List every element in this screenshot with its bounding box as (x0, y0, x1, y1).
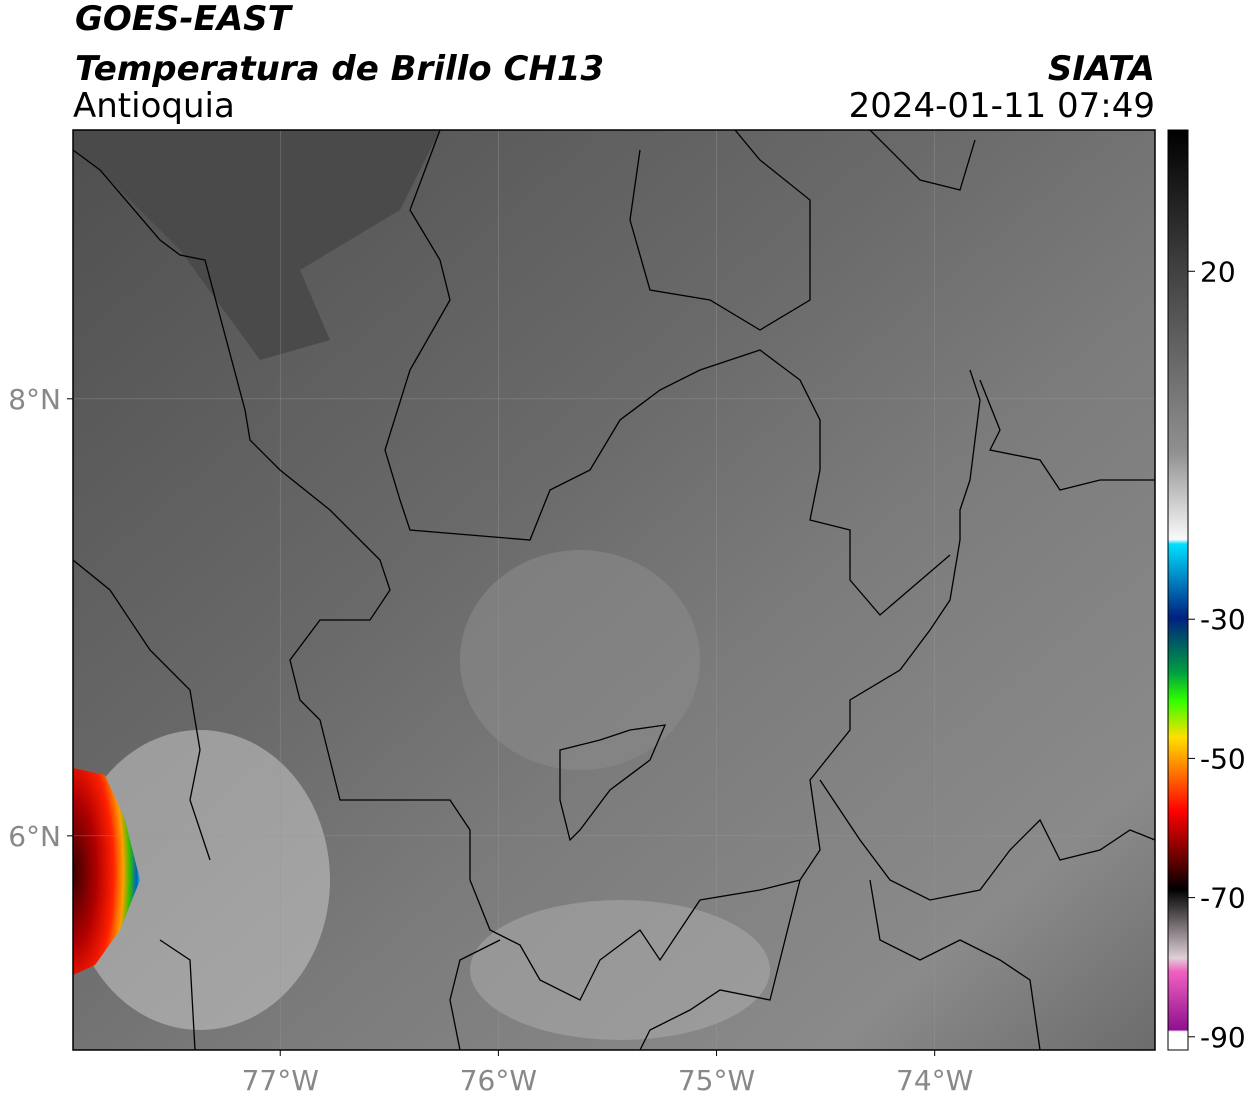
source: SIATA (1048, 49, 1155, 89)
y-tick-label: 8°N (8, 383, 61, 416)
x-tick-label: 76°W (460, 1064, 537, 1097)
y-tick-label: 6°N (8, 820, 61, 853)
x-tick-label: 75°W (678, 1064, 755, 1097)
map (73, 130, 1155, 1050)
subtitle: Temperatura de Brillo CH13 (75, 49, 604, 89)
x-tick-label: 74°W (896, 1064, 973, 1097)
border (869, 130, 1155, 491)
storm (73, 768, 140, 975)
sea (73, 130, 440, 360)
datetime: 2024-01-11 07:49 (849, 86, 1155, 126)
colorbar-tick-label: -50 (1200, 742, 1246, 775)
title: GOES-EAST (75, 0, 294, 39)
border (629, 130, 811, 331)
cloud (460, 550, 700, 770)
border (639, 779, 1155, 1050)
border (384, 130, 951, 616)
colorbar-tick-label: 20 (1200, 255, 1236, 288)
x-tick-label: 77°W (242, 1064, 319, 1097)
cloud (73, 730, 330, 1030)
colorbar-tick-label: -30 (1200, 603, 1246, 636)
cloud (470, 900, 770, 1040)
colorbar-tick-label: -90 (1200, 1021, 1246, 1054)
border (73, 149, 981, 1001)
map-frame (72, 129, 1156, 1051)
colorbar (1167, 129, 1189, 1051)
colorbar-tick-label: -70 (1200, 882, 1246, 915)
border (73, 559, 501, 1050)
region: Antioquia (73, 86, 235, 126)
border (559, 724, 667, 842)
